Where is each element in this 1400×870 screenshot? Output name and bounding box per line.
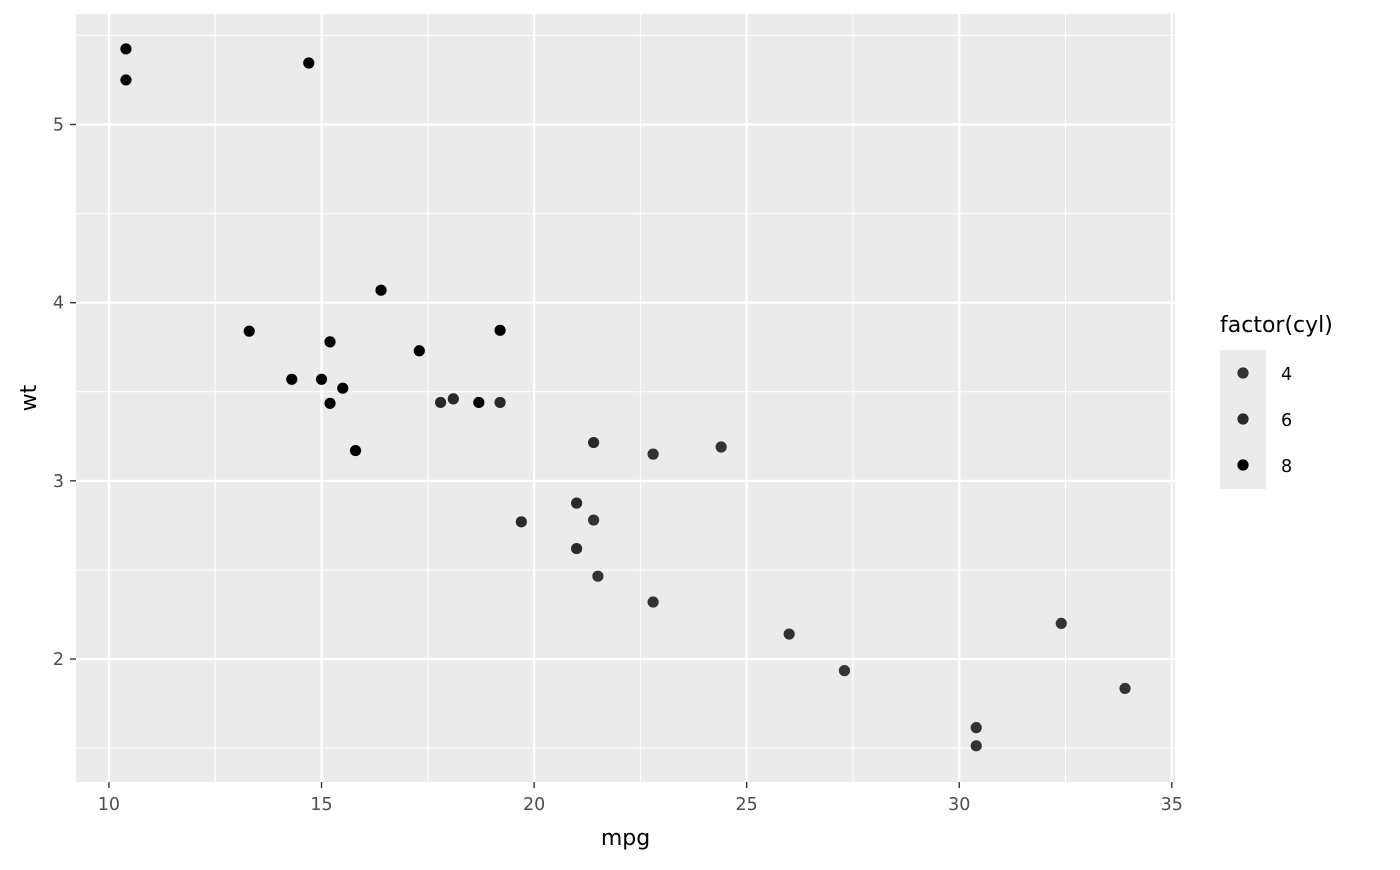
point-cyl-8: [337, 382, 349, 394]
legend-key-cyl-4: [1237, 367, 1249, 379]
legend-key-cyl-6: [1237, 413, 1249, 425]
point-cyl-8: [286, 373, 298, 385]
point-cyl-8: [243, 325, 255, 337]
x-tick-label: 20: [523, 795, 545, 815]
point-cyl-8: [315, 373, 328, 385]
point-cyl-8: [473, 396, 485, 409]
y-axis-title: wt: [17, 384, 42, 411]
plot-panel: [76, 14, 1175, 782]
legend-label: 4: [1281, 365, 1292, 385]
point-cyl-8: [324, 397, 336, 409]
y-axis: 2 3 4 5: [53, 115, 76, 670]
x-tick-label: 35: [1161, 795, 1183, 815]
y-tick-label: 4: [53, 294, 64, 314]
point-cyl-8: [303, 57, 315, 69]
x-axis-title: mpg: [601, 826, 650, 851]
point-cyl-8: [120, 74, 132, 86]
legend-title: factor(cyl): [1220, 313, 1333, 338]
point-cyl-6: [515, 516, 527, 528]
point-cyl-6: [447, 393, 459, 405]
data-points: [120, 43, 1131, 752]
point-cyl-8: [375, 284, 387, 296]
minor-gridlines: [76, 14, 1175, 782]
point-cyl-4: [647, 596, 659, 608]
point-cyl-4: [1119, 682, 1131, 695]
point-cyl-6: [571, 497, 583, 509]
point-cyl-8: [324, 336, 336, 348]
y-tick-label: 2: [53, 650, 64, 670]
point-cyl-8: [494, 324, 506, 336]
point-cyl-8: [413, 345, 425, 357]
point-cyl-6: [571, 542, 583, 555]
point-cyl-4: [1055, 617, 1067, 630]
point-cyl-4: [970, 740, 982, 752]
legend-entries: 4 6 8: [1237, 365, 1292, 477]
x-tick-label: 30: [948, 795, 970, 815]
major-gridlines: [76, 14, 1175, 782]
point-cyl-4: [715, 441, 727, 453]
legend-label: 6: [1281, 411, 1292, 431]
x-tick-label: 25: [736, 795, 758, 815]
point-cyl-8: [120, 43, 132, 55]
x-tick-label: 10: [98, 795, 120, 815]
point-cyl-4: [647, 448, 659, 460]
y-tick-label: 5: [53, 115, 64, 135]
y-tick-label: 3: [53, 472, 64, 492]
point-cyl-4: [838, 665, 851, 677]
point-cyl-4: [588, 514, 600, 526]
point-cyl-4: [783, 628, 795, 640]
point-cyl-4: [592, 570, 604, 582]
x-tick-label: 15: [310, 795, 332, 815]
point-cyl-4: [970, 722, 982, 734]
point-cyl-6: [434, 396, 447, 409]
legend-label: 8: [1281, 457, 1292, 477]
point-cyl-8: [349, 444, 362, 457]
legend: factor(cyl) 4 6 8: [1220, 313, 1333, 489]
point-cyl-6: [494, 396, 506, 409]
legend-key-cyl-8: [1237, 459, 1249, 471]
x-axis: 10 15 20 25 30 35: [98, 782, 1183, 815]
point-cyl-6: [588, 436, 600, 449]
